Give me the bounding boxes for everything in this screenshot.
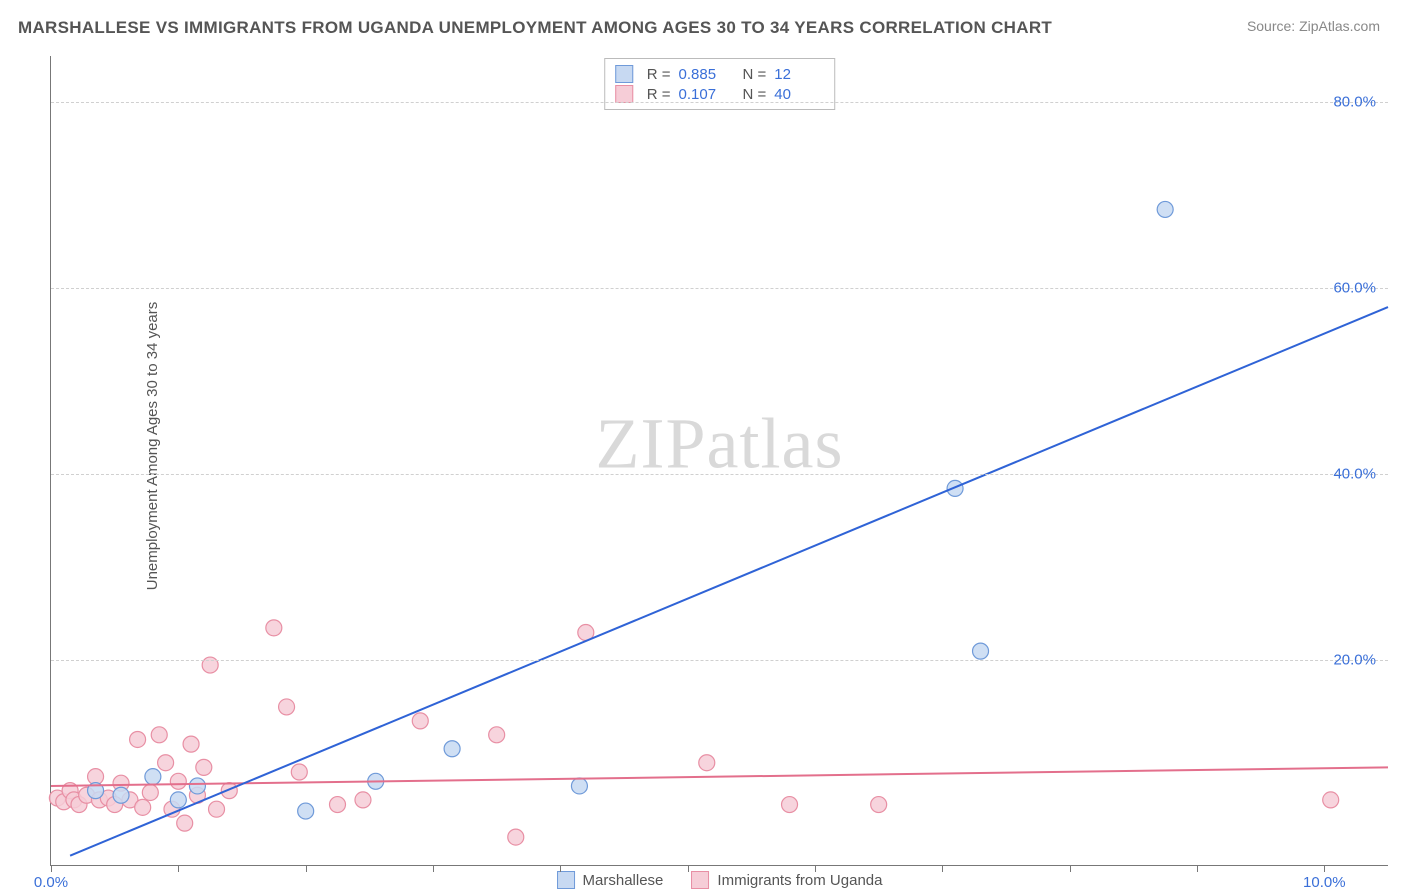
data-point [279, 699, 295, 715]
data-point [170, 792, 186, 808]
data-point [571, 778, 587, 794]
y-tick-label: 80.0% [1333, 94, 1376, 111]
x-tick [942, 865, 943, 872]
x-tick [815, 865, 816, 872]
x-tick-label: 10.0% [1303, 874, 1346, 891]
x-tick [178, 865, 179, 872]
legend-item: Immigrants from Uganda [691, 871, 882, 889]
r-value: 0.107 [679, 86, 729, 103]
data-point [130, 731, 146, 747]
legend-item: Marshallese [557, 871, 664, 889]
source-label: Source: ZipAtlas.com [1247, 18, 1380, 34]
legend-swatch [615, 85, 633, 103]
trend-line [70, 307, 1388, 856]
legend-label: Marshallese [583, 872, 664, 889]
data-point [330, 797, 346, 813]
data-point [871, 797, 887, 813]
y-tick-label: 60.0% [1333, 280, 1376, 297]
data-point [699, 755, 715, 771]
data-point [782, 797, 798, 813]
data-point [196, 759, 212, 775]
data-point [973, 643, 989, 659]
data-point [177, 815, 193, 831]
trend-line [51, 767, 1388, 786]
r-label: R = [647, 66, 671, 83]
data-point [1157, 201, 1173, 217]
n-label: N = [743, 66, 767, 83]
grid-line [51, 660, 1388, 661]
data-point [412, 713, 428, 729]
grid-line [51, 474, 1388, 475]
data-point [221, 783, 237, 799]
data-point [508, 829, 524, 845]
chart-plot-area: ZIPatlas R =0.885N =12R =0.107N =40 Mars… [50, 56, 1388, 866]
data-point [947, 480, 963, 496]
x-tick [560, 865, 561, 872]
legend-swatch [557, 871, 575, 889]
data-point [158, 755, 174, 771]
data-point [444, 741, 460, 757]
n-value: 12 [774, 66, 824, 83]
x-tick [688, 865, 689, 872]
data-point [145, 769, 161, 785]
legend-swatch [691, 871, 709, 889]
legend-swatch [615, 65, 633, 83]
chart-title: MARSHALLESE VS IMMIGRANTS FROM UGANDA UN… [18, 18, 1052, 38]
y-tick-label: 40.0% [1333, 466, 1376, 483]
data-point [1323, 792, 1339, 808]
data-point [135, 799, 151, 815]
data-point [298, 803, 314, 819]
n-label: N = [743, 86, 767, 103]
x-tick [1197, 865, 1198, 872]
data-point [170, 773, 186, 789]
r-value: 0.885 [679, 66, 729, 83]
x-tick [51, 865, 52, 872]
data-point [142, 784, 158, 800]
data-point [209, 801, 225, 817]
grid-line [51, 288, 1388, 289]
y-tick-label: 20.0% [1333, 652, 1376, 669]
legend-stat-row: R = 0.885 N = 12 [615, 65, 825, 83]
data-point [113, 787, 129, 803]
r-label: R = [647, 86, 671, 103]
x-tick [1070, 865, 1071, 872]
n-value: 40 [774, 86, 824, 103]
data-point [266, 620, 282, 636]
legend-label: Immigrants from Uganda [717, 872, 882, 889]
scatter-svg [51, 56, 1388, 865]
data-point [355, 792, 371, 808]
x-tick [433, 865, 434, 872]
chart-header: MARSHALLESE VS IMMIGRANTS FROM UGANDA UN… [0, 0, 1406, 46]
legend-stat-row: R = 0.107 N = 40 [615, 85, 825, 103]
data-point [489, 727, 505, 743]
x-tick [1324, 865, 1325, 872]
data-point [151, 727, 167, 743]
data-point [291, 764, 307, 780]
data-point [189, 778, 205, 794]
data-point [183, 736, 199, 752]
grid-line [51, 102, 1388, 103]
legend-series: Marshallese Immigrants from Uganda [557, 871, 883, 889]
x-tick-label: 0.0% [34, 874, 68, 891]
x-tick [306, 865, 307, 872]
